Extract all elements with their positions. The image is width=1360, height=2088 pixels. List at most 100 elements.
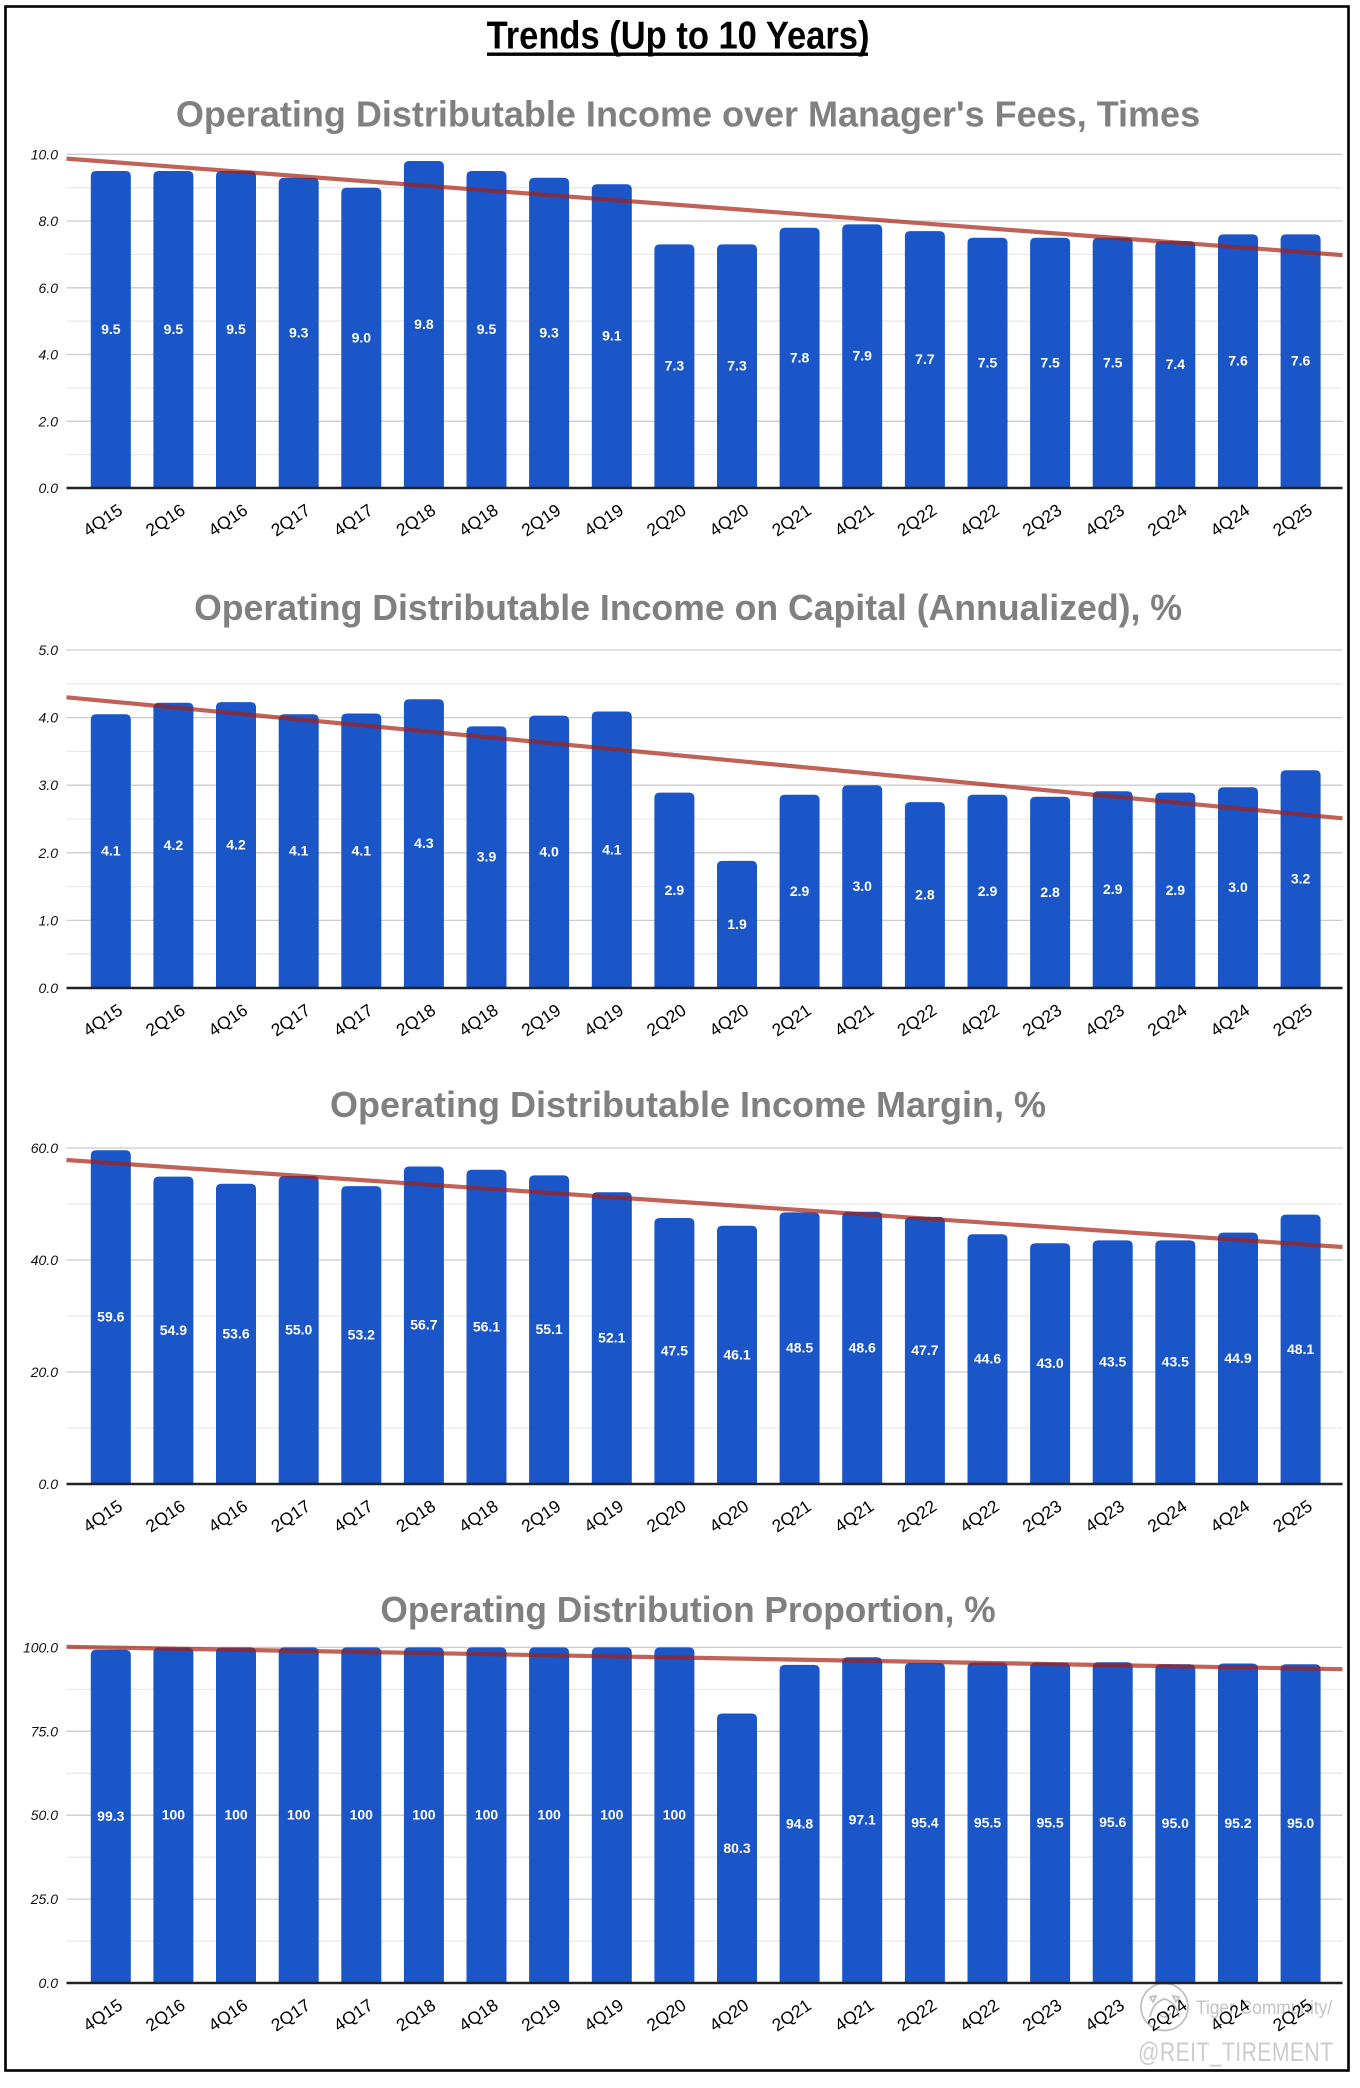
svg-text:Trends (Up to 10 Years): Trends (Up to 10 Years): [487, 14, 870, 57]
svg-text:48.1: 48.1: [1287, 1341, 1314, 1357]
svg-text:2.9: 2.9: [665, 882, 685, 898]
svg-text:43.5: 43.5: [1162, 1354, 1189, 1370]
svg-text:5.0: 5.0: [39, 642, 59, 658]
svg-text:Operating Distributable Income: Operating Distributable Income on Capita…: [194, 588, 1182, 628]
svg-text:56.7: 56.7: [410, 1317, 437, 1333]
svg-text:43.0: 43.0: [1036, 1355, 1063, 1371]
svg-text:47.7: 47.7: [911, 1342, 938, 1358]
svg-text:9.5: 9.5: [226, 321, 246, 337]
svg-text:4.1: 4.1: [602, 841, 622, 857]
svg-text:7.3: 7.3: [665, 358, 685, 374]
svg-text:Operating Distributable Income: Operating Distributable Income Margin, %: [330, 1084, 1046, 1125]
svg-text:100.0: 100.0: [23, 1639, 58, 1655]
svg-text:7.7: 7.7: [915, 351, 935, 367]
svg-text:9.1: 9.1: [602, 328, 622, 344]
svg-text:2.8: 2.8: [1040, 884, 1060, 900]
svg-text:7.5: 7.5: [1040, 354, 1060, 370]
svg-text:8.0: 8.0: [39, 213, 59, 229]
svg-text:75.0: 75.0: [31, 1723, 58, 1739]
svg-text:3.2: 3.2: [1291, 871, 1311, 887]
svg-text:Operating Distributable Income: Operating Distributable Income over Mana…: [176, 94, 1200, 135]
svg-text:4.2: 4.2: [226, 837, 246, 853]
svg-text:44.9: 44.9: [1224, 1350, 1251, 1366]
svg-text:9.5: 9.5: [164, 321, 184, 337]
svg-text:20.0: 20.0: [30, 1364, 58, 1380]
svg-text:7.3: 7.3: [727, 358, 747, 374]
svg-text:59.6: 59.6: [97, 1309, 124, 1325]
svg-text:60.0: 60.0: [31, 1140, 58, 1156]
svg-text:@REIT_TIREMENT: @REIT_TIREMENT: [1138, 2038, 1333, 2068]
svg-text:9.8: 9.8: [414, 316, 434, 332]
svg-text:54.9: 54.9: [160, 1322, 187, 1338]
svg-text:Operating Distribution Proport: Operating Distribution Proportion, %: [380, 1590, 995, 1630]
svg-text:95.6: 95.6: [1099, 1814, 1126, 1830]
svg-text:2.9: 2.9: [1166, 882, 1186, 898]
svg-text:3.0: 3.0: [852, 878, 872, 894]
svg-text:97.1: 97.1: [849, 1812, 876, 1828]
svg-text:0.0: 0.0: [39, 1476, 59, 1492]
svg-text:10.0: 10.0: [31, 146, 58, 162]
svg-text:100: 100: [162, 1807, 186, 1823]
svg-text:53.2: 53.2: [348, 1327, 375, 1343]
svg-text:7.4: 7.4: [1166, 356, 1186, 372]
svg-text:4.2: 4.2: [164, 837, 184, 853]
svg-text:7.5: 7.5: [978, 354, 998, 370]
svg-text:2.0: 2.0: [38, 845, 59, 861]
svg-text:95.5: 95.5: [1036, 1814, 1063, 1830]
svg-text:95.2: 95.2: [1224, 1815, 1251, 1831]
svg-text:80.3: 80.3: [723, 1840, 750, 1856]
svg-text:9.5: 9.5: [101, 321, 121, 337]
svg-text:2.9: 2.9: [1103, 881, 1123, 897]
svg-text:44.6: 44.6: [974, 1351, 1001, 1367]
svg-text:1.9: 1.9: [727, 916, 747, 932]
svg-text:7.6: 7.6: [1228, 353, 1248, 369]
svg-text:55.0: 55.0: [285, 1322, 312, 1338]
svg-text:0.0: 0.0: [39, 980, 59, 996]
svg-text:99.3: 99.3: [97, 1808, 124, 1824]
svg-text:100: 100: [287, 1807, 311, 1823]
svg-text:0.0: 0.0: [39, 1975, 59, 1991]
svg-text:0.0: 0.0: [39, 480, 59, 496]
svg-text:2.0: 2.0: [38, 413, 59, 429]
svg-text:2.8: 2.8: [915, 887, 935, 903]
svg-text:25.0: 25.0: [30, 1891, 58, 1907]
svg-text:9.3: 9.3: [539, 324, 559, 340]
svg-text:3.9: 3.9: [477, 849, 497, 865]
svg-text:4.1: 4.1: [289, 843, 309, 859]
svg-text:100: 100: [350, 1807, 374, 1823]
svg-text:4.0: 4.0: [539, 843, 559, 859]
svg-text:95.4: 95.4: [911, 1814, 938, 1830]
svg-text:4.1: 4.1: [352, 842, 372, 858]
svg-text:50.0: 50.0: [31, 1807, 58, 1823]
svg-text:Tiger Community/: Tiger Community/: [1196, 1996, 1333, 2018]
svg-text:43.5: 43.5: [1099, 1354, 1126, 1370]
svg-text:3.0: 3.0: [1228, 879, 1248, 895]
svg-text:46.1: 46.1: [723, 1346, 750, 1362]
svg-text:3.0: 3.0: [39, 777, 59, 793]
svg-text:4.1: 4.1: [101, 843, 121, 859]
svg-text:94.8: 94.8: [786, 1815, 813, 1831]
svg-text:95.5: 95.5: [974, 1814, 1001, 1830]
svg-text:4.3: 4.3: [414, 835, 434, 851]
svg-text:7.5: 7.5: [1103, 354, 1123, 370]
svg-text:2.9: 2.9: [790, 883, 810, 899]
svg-text:9.3: 9.3: [289, 324, 309, 340]
svg-text:100: 100: [663, 1807, 687, 1823]
svg-text:52.1: 52.1: [598, 1330, 625, 1346]
svg-text:95.0: 95.0: [1287, 1815, 1314, 1831]
svg-text:95.0: 95.0: [1162, 1815, 1189, 1831]
svg-text:2.9: 2.9: [978, 883, 998, 899]
svg-text:6.0: 6.0: [39, 280, 59, 296]
svg-text:53.6: 53.6: [222, 1325, 249, 1341]
svg-text:100: 100: [537, 1807, 561, 1823]
svg-text:4.0: 4.0: [39, 347, 59, 363]
svg-text:55.1: 55.1: [535, 1321, 562, 1337]
svg-text:9.5: 9.5: [477, 321, 497, 337]
svg-text:7.6: 7.6: [1291, 353, 1311, 369]
svg-text:40.0: 40.0: [31, 1252, 58, 1268]
svg-text:7.9: 7.9: [852, 348, 872, 364]
svg-text:9.0: 9.0: [352, 329, 372, 345]
svg-text:48.5: 48.5: [786, 1340, 813, 1356]
svg-text:4.0: 4.0: [39, 710, 59, 726]
svg-text:100: 100: [600, 1807, 624, 1823]
